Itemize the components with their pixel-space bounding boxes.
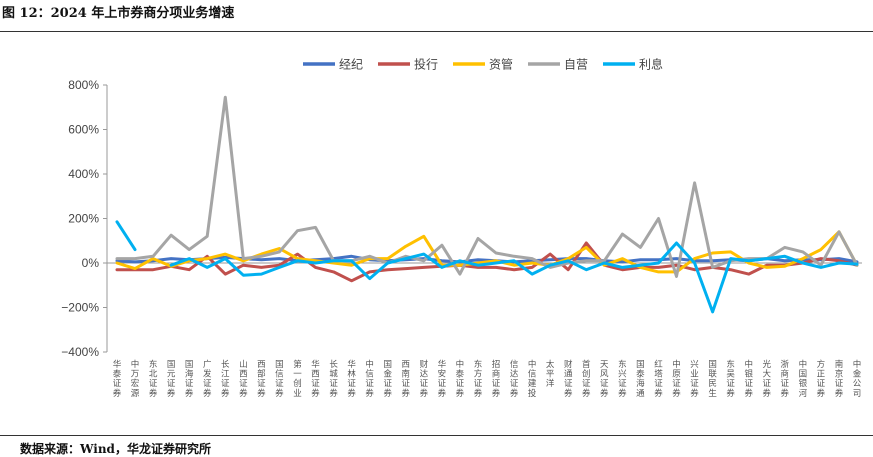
x-tick-label: 浙商证券 bbox=[781, 359, 790, 399]
x-tick-label: 中信证券 bbox=[365, 359, 374, 399]
x-tick-label: 广发证券 bbox=[203, 359, 212, 399]
x-tick-label: 中原证券 bbox=[672, 359, 681, 399]
x-tick-label: 国信证券 bbox=[275, 360, 284, 399]
legend: 经纪 投行 资管 自营 利息 bbox=[303, 57, 663, 72]
x-tick-label: 东方证券 bbox=[474, 359, 483, 399]
x-tick-label: 中国银河 bbox=[799, 359, 808, 399]
legend-label: 资管 bbox=[489, 57, 513, 72]
x-tick-label: 兴业证券 bbox=[690, 360, 699, 399]
x-tick-label: 华泰证券 bbox=[113, 359, 122, 399]
x-tick-label: 华安证券 bbox=[438, 359, 447, 399]
x-tick-label: 中信建投 bbox=[528, 359, 537, 399]
x-tick-label: 财通证券 bbox=[564, 359, 573, 399]
y-tick-label: 400% bbox=[68, 167, 99, 181]
series-line-资管 bbox=[115, 230, 859, 274]
legend-label: 经纪 bbox=[339, 58, 363, 72]
series-line-利息 bbox=[169, 241, 859, 314]
series-line-自营 bbox=[115, 95, 859, 278]
legend-label: 投行 bbox=[414, 57, 438, 72]
x-tick-label: 中银证券 bbox=[744, 359, 753, 399]
x-tick-label: 招商证券 bbox=[492, 359, 501, 399]
x-axis: 华泰证券中万宏源东北证券国元证券国海证券广发证券长江证券山西证券西部证券国信证券… bbox=[107, 262, 862, 399]
x-tick-label: 长城证券 bbox=[329, 359, 338, 399]
x-tick-label: 东兴证券 bbox=[618, 359, 627, 399]
x-tick-label: 第一创业 bbox=[293, 359, 302, 399]
y-axis: 800% 600% 400% 200% 0% −200% −400% bbox=[61, 78, 108, 359]
y-tick-label: 200% bbox=[68, 212, 99, 226]
x-tick-label: 华西证券 bbox=[311, 359, 320, 399]
series-line-投行 bbox=[115, 241, 859, 283]
x-tick-label: 西部证券 bbox=[257, 360, 266, 399]
legend-label: 自营 bbox=[564, 58, 588, 72]
x-tick-label: 中金公司 bbox=[853, 359, 862, 399]
x-tick-label: 国泰海通 bbox=[636, 360, 645, 399]
x-tick-label: 国联民生 bbox=[708, 360, 717, 399]
x-tick-label: 东北证券 bbox=[149, 359, 158, 399]
series-line-利息 bbox=[115, 220, 137, 252]
x-tick-label: 信达证券 bbox=[510, 359, 519, 399]
x-tick-label: 华林证券 bbox=[347, 359, 356, 399]
y-tick-label: 600% bbox=[68, 123, 99, 137]
x-tick-label: 中万宏源 bbox=[131, 359, 140, 399]
legend-label: 利息 bbox=[639, 57, 663, 72]
x-tick-label: 天风证券 bbox=[600, 360, 609, 399]
y-tick-label: −400% bbox=[61, 345, 99, 359]
x-tick-label: 红塔证券 bbox=[654, 359, 663, 399]
x-tick-label: 首创证券 bbox=[582, 359, 591, 399]
x-tick-label: 方正证券 bbox=[817, 359, 826, 399]
x-tick-label: 西南证券 bbox=[402, 360, 411, 399]
y-tick-label: −200% bbox=[61, 301, 99, 315]
y-tick-label: 800% bbox=[68, 78, 99, 92]
figure-title: 图 12：2024 年上市券商分项业务增速 bbox=[2, 6, 235, 21]
series-layer bbox=[115, 95, 859, 314]
x-tick-label: 财达证券 bbox=[420, 359, 429, 399]
x-tick-label: 东吴证券 bbox=[726, 359, 735, 399]
x-tick-label: 南京证券 bbox=[835, 359, 844, 399]
x-tick-label: 国金证券 bbox=[383, 360, 392, 399]
x-tick-label: 长江证券 bbox=[221, 359, 230, 399]
x-tick-label: 光大证券 bbox=[762, 359, 771, 399]
x-tick-label: 国海证券 bbox=[185, 360, 194, 399]
x-tick-label: 中泰证券 bbox=[456, 359, 465, 399]
top-rule bbox=[0, 31, 873, 32]
y-tick-label: 0% bbox=[82, 256, 100, 270]
bottom-rule bbox=[0, 435, 873, 436]
x-tick-label: 国元证券 bbox=[167, 360, 176, 399]
x-tick-label: 太平洋 bbox=[546, 359, 555, 389]
x-tick-label: 山西证券 bbox=[239, 359, 248, 399]
